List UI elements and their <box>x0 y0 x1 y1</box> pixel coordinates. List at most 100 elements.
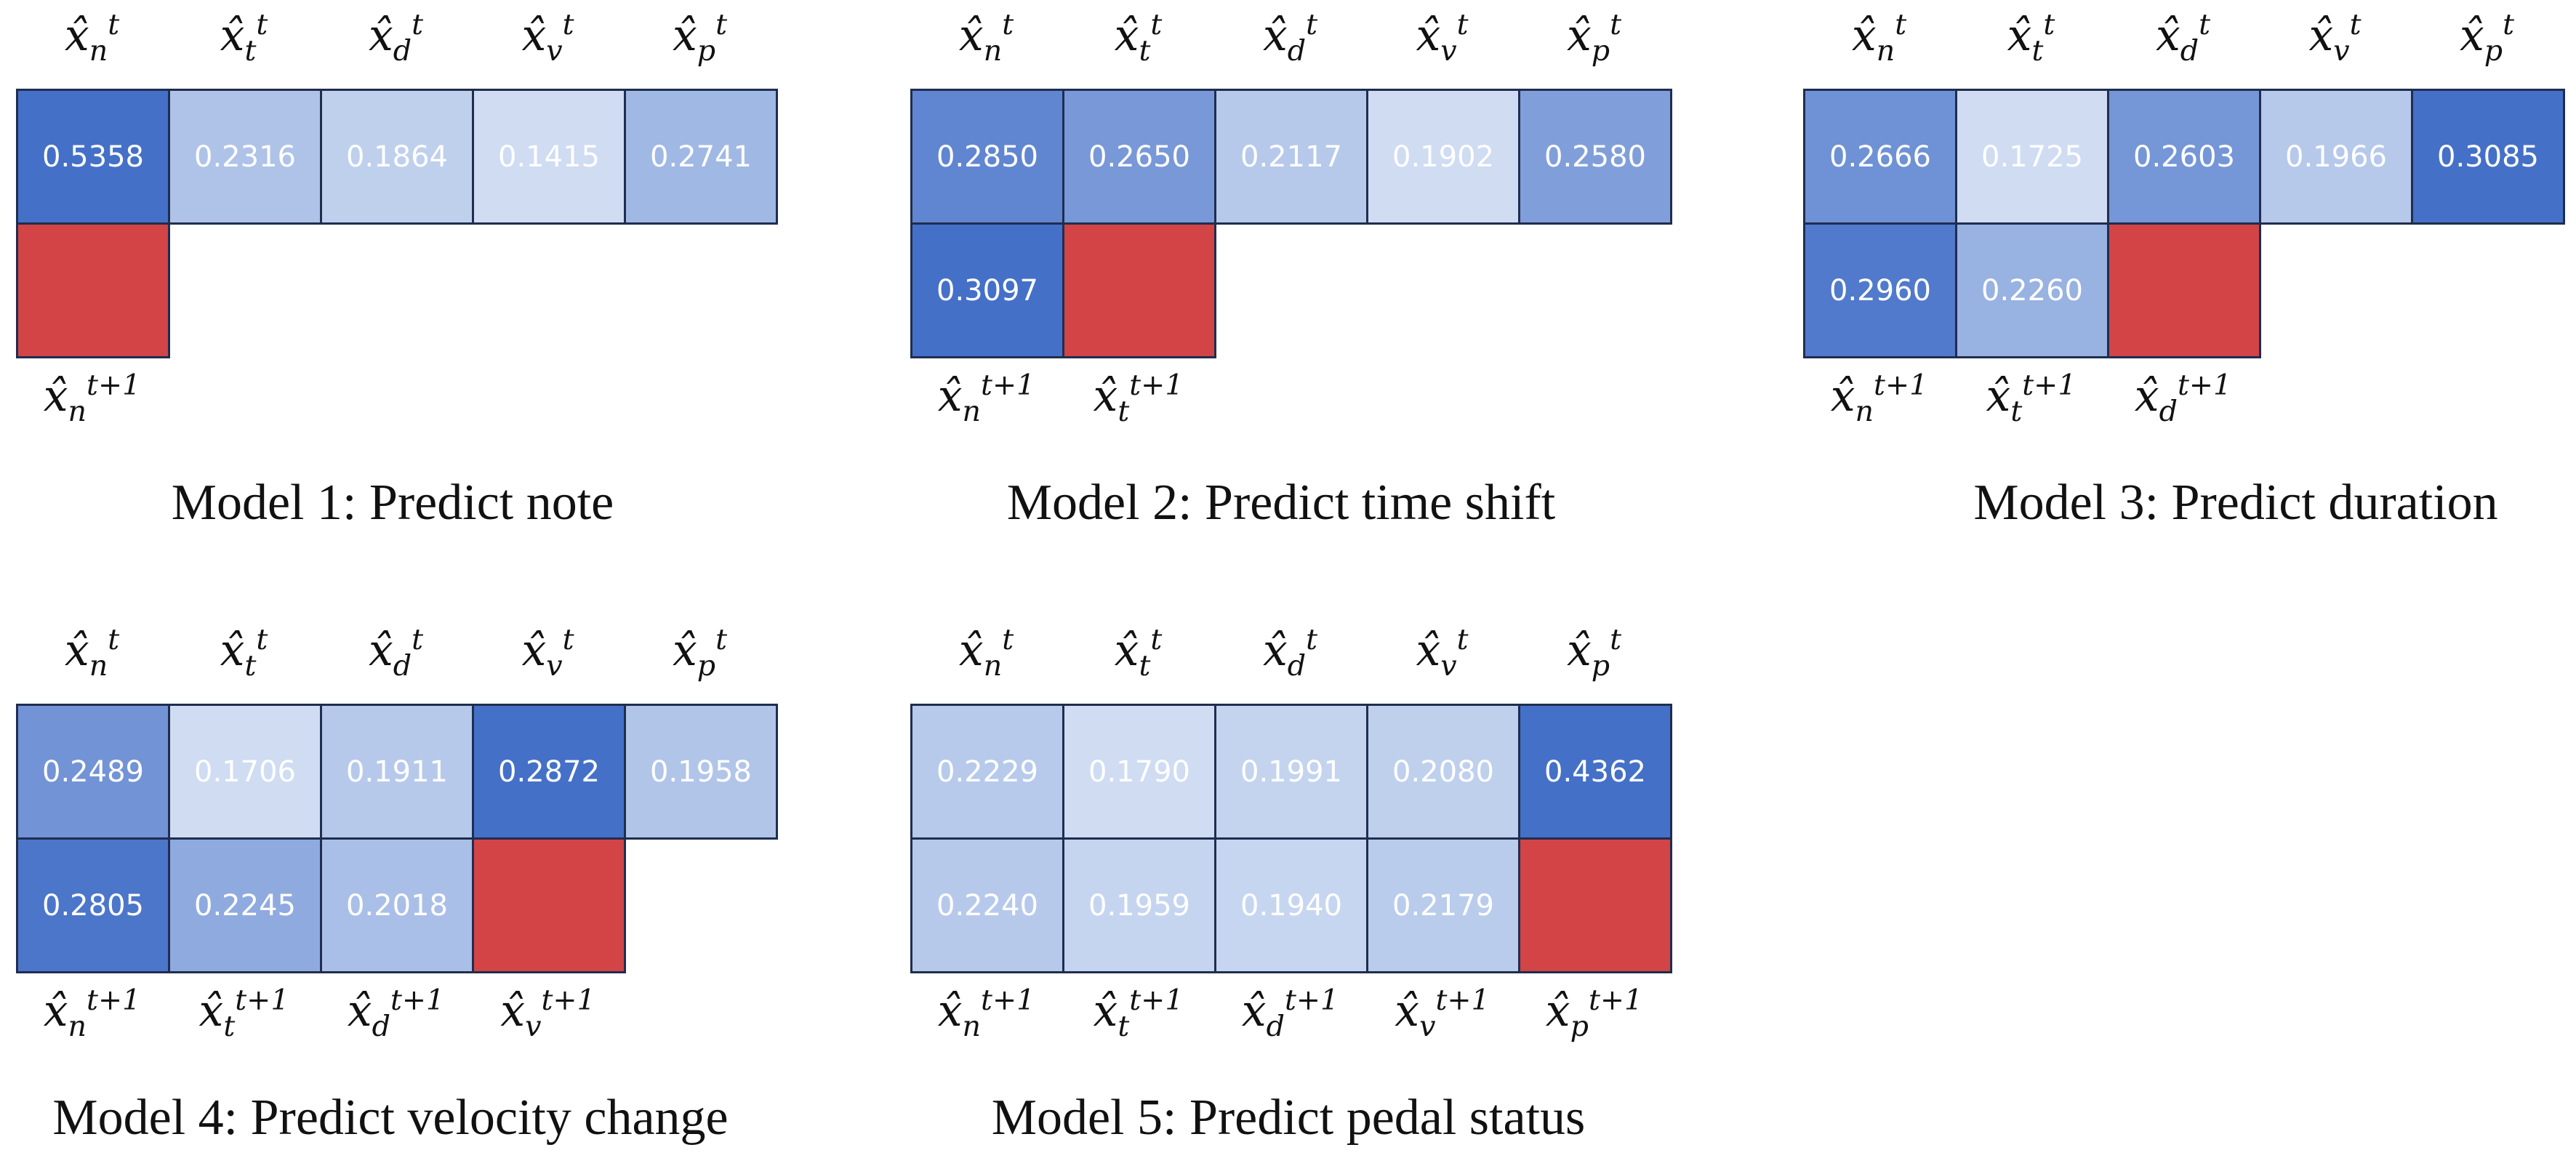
label-subscript: n <box>89 648 108 683</box>
weight-cell-current: 0.1790 <box>1062 704 1216 840</box>
weight-cell-next: 0.2805 <box>16 837 170 973</box>
label-base: x̂ <box>937 371 963 422</box>
column-header-label: x̂vt <box>472 8 624 65</box>
label-superscript: t <box>1306 623 1318 657</box>
weight-cell-next: 0.2260 <box>1955 222 2109 358</box>
label-subscript: t <box>2031 33 2044 68</box>
label-superscript: t+1 <box>87 984 141 1018</box>
weight-cell-current: 0.3085 <box>2411 89 2565 225</box>
label-subscript: t <box>223 1009 236 1043</box>
model-caption: Model 5: Predict pedal status <box>991 1090 1586 1146</box>
column-header-label: x̂nt <box>910 8 1062 65</box>
label-subscript: t <box>1139 648 1151 683</box>
label-base: x̂ <box>1851 10 1877 61</box>
label-superscript: t <box>2043 8 2055 42</box>
column-footer-label: x̂vt+1 <box>1366 986 1518 1041</box>
label-base: x̂ <box>958 10 984 61</box>
label-subscript: p <box>1591 33 1610 68</box>
weight-cell-next: 0.1940 <box>1214 837 1368 973</box>
column-header-label: x̂pt <box>1518 623 1670 680</box>
label-subscript: n <box>962 1009 982 1043</box>
label-superscript: t <box>562 8 574 42</box>
label-superscript: t <box>1150 8 1163 42</box>
label-base: x̂ <box>347 986 372 1037</box>
column-header-label: x̂dt <box>320 10 472 65</box>
model-caption: Model 2: Predict time shift <box>1006 475 1556 531</box>
label-subscript: v <box>1419 1009 1436 1043</box>
weight-cell-current: 0.5358 <box>16 89 170 225</box>
label-base: x̂ <box>2134 371 2159 422</box>
weight-cell-current: 0.1991 <box>1214 704 1368 840</box>
column-footer-label: x̂vt+1 <box>472 986 624 1041</box>
label-subscript: v <box>2333 33 2350 68</box>
label-superscript: t <box>412 623 424 657</box>
weight-cell-current: 0.2741 <box>624 89 778 225</box>
column-header-label: x̂pt <box>624 625 776 680</box>
column-header-label: x̂vt <box>1366 625 1518 680</box>
label-subscript: p <box>697 648 716 683</box>
weight-cell-current: 0.2603 <box>2107 89 2261 225</box>
label-subscript: d <box>1287 648 1307 683</box>
label-subscript: t <box>244 648 257 683</box>
label-base: x̂ <box>1566 10 1592 61</box>
label-superscript: t <box>1456 8 1469 42</box>
label-superscript: t <box>1895 8 1907 42</box>
model-caption: Model 1: Predict note <box>171 475 614 531</box>
label-superscript: t <box>1150 623 1163 657</box>
label-base: x̂ <box>368 625 393 676</box>
label-base: x̂ <box>1241 986 1267 1037</box>
column-header-label: x̂pt <box>2411 8 2563 65</box>
label-superscript: t <box>2199 8 2211 42</box>
label-superscript: t+1 <box>87 369 141 403</box>
label-base: x̂ <box>220 625 245 676</box>
label-superscript: t+1 <box>1284 984 1339 1018</box>
weight-cell-current: 0.1902 <box>1366 89 1520 225</box>
weight-cell-next: 0.2240 <box>910 837 1064 973</box>
label-superscript: t+1 <box>2022 369 2077 403</box>
column-header-label: x̂nt <box>910 623 1062 680</box>
weight-cell-current: 0.2316 <box>168 89 322 225</box>
label-superscript: t+1 <box>981 984 1035 1018</box>
column-footer-label: x̂pt+1 <box>1518 986 1670 1041</box>
weight-cell-current: 0.4362 <box>1518 704 1672 840</box>
column-header-label: x̂vt <box>2259 10 2411 65</box>
weight-cell-current: 0.1725 <box>1955 89 2109 225</box>
column-footer-label: x̂tt+1 <box>1062 371 1214 426</box>
label-base: x̂ <box>43 986 68 1037</box>
column-footer-label: x̂nt+1 <box>16 984 168 1041</box>
label-base: x̂ <box>1986 371 2011 422</box>
label-subscript: p <box>697 33 716 68</box>
label-superscript: t+1 <box>1874 369 1928 403</box>
label-subscript: n <box>983 33 1003 68</box>
label-superscript: t+1 <box>235 984 289 1018</box>
column-footer-label: x̂tt+1 <box>1955 369 2107 426</box>
label-superscript: t+1 <box>390 984 445 1018</box>
label-subscript: v <box>1440 648 1457 683</box>
label-base: x̂ <box>1830 371 1855 422</box>
label-subscript: p <box>1570 1009 1589 1043</box>
label-superscript: t <box>2503 8 2515 42</box>
label-base: x̂ <box>1262 625 1288 676</box>
label-superscript: t <box>1002 623 1014 657</box>
label-subscript: d <box>393 648 412 683</box>
column-footer-label: x̂nt+1 <box>1803 369 1955 426</box>
weight-cell-current: 0.2117 <box>1214 89 1368 225</box>
label-subscript: n <box>89 33 108 68</box>
label-subscript: p <box>1591 648 1610 683</box>
label-base: x̂ <box>1262 10 1288 61</box>
label-superscript: t <box>1002 8 1014 42</box>
column-footer-label: x̂nt+1 <box>910 371 1062 426</box>
column-header-label: x̂nt <box>16 10 168 65</box>
label-superscript: t <box>562 623 574 657</box>
target-cell <box>1518 837 1672 973</box>
label-superscript: t+1 <box>2177 369 2232 403</box>
column-header-label: x̂pt <box>624 8 776 65</box>
label-base: x̂ <box>64 625 89 676</box>
label-superscript: t <box>1610 623 1622 657</box>
weight-cell-current: 0.2650 <box>1062 89 1216 225</box>
label-base: x̂ <box>1395 986 1420 1037</box>
column-header-label: x̂dt <box>320 623 472 680</box>
column-header-label: x̂nt <box>16 625 168 680</box>
label-superscript: t <box>715 8 728 42</box>
label-base: x̂ <box>43 371 68 422</box>
